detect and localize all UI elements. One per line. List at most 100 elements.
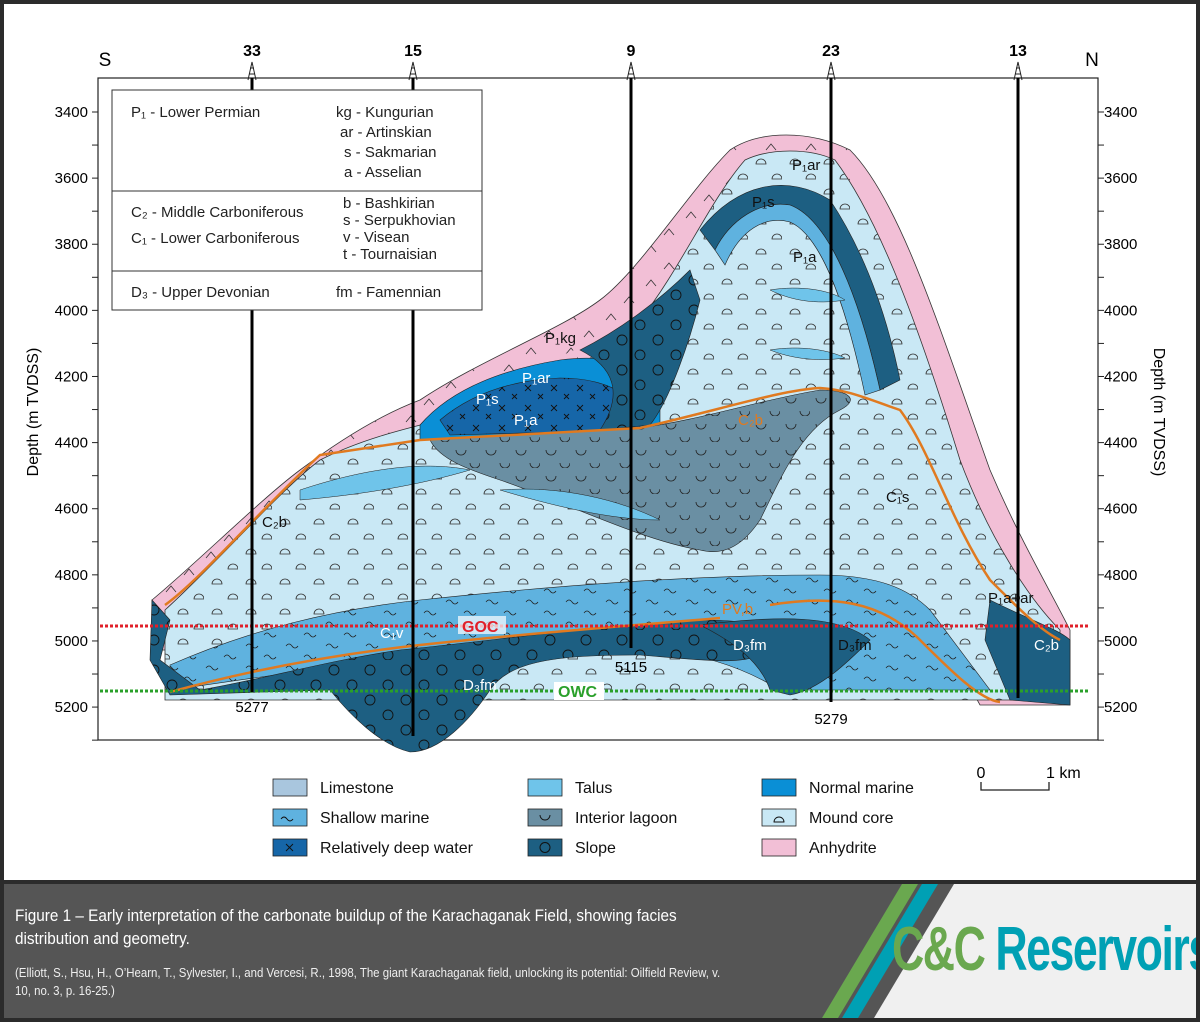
legend-label: Mound core <box>809 810 894 827</box>
cross-section: GOC OWC 33 5277 15 9 5115 23 5279 13 S N… <box>25 43 1167 857</box>
well-name: 23 <box>822 43 840 60</box>
tick-label-right: 4000 <box>1104 302 1137 319</box>
unit-label: P₁ar <box>522 370 550 387</box>
well-name: 15 <box>404 43 422 60</box>
talus-streak <box>769 287 846 303</box>
tick-label-left: 5000 <box>55 633 88 650</box>
plot-frame <box>97 77 1099 741</box>
company-logo: C&C Reservoirs <box>892 914 1196 985</box>
depth-axis: 3400 3400 3600 3600 3800 3800 4000 4000 4200 4200… <box>55 104 1137 741</box>
legend-swatch <box>272 808 308 827</box>
unit-label: D₃fm <box>463 677 497 694</box>
tick-label-left: 4800 <box>55 567 88 584</box>
legend-label: Anhydrite <box>809 840 877 857</box>
key-stage: t - Tournaisian <box>343 246 437 263</box>
derrick-icon <box>247 61 1023 81</box>
legend-swatch <box>527 838 563 857</box>
legend-item: Limestone <box>272 778 394 797</box>
key-stage: v - Visean <box>343 229 409 246</box>
well-td: 5277 <box>235 699 268 716</box>
tick-label-right: 4200 <box>1104 368 1137 385</box>
unit-label: C₂b <box>1034 637 1059 654</box>
caption-bar: Figure 1 – Early interpretation of the c… <box>4 884 1196 1018</box>
legend-item: Normal marine <box>761 778 914 797</box>
owc-label: OWC <box>558 684 598 701</box>
stratigraphy-key: P₁ - Lower Permian kg - Kungurian ar - A… <box>111 89 483 311</box>
tick-label-left: 3400 <box>55 104 88 121</box>
legend-label: Interior lagoon <box>575 810 677 827</box>
top-c2-contact <box>164 386 1061 642</box>
well-name: 33 <box>243 43 261 60</box>
figure-panel: GOC OWC 33 5277 15 9 5115 23 5279 13 S N… <box>4 4 1196 880</box>
slope-base-pattern <box>150 600 777 752</box>
tick-label-right: 4800 <box>1104 567 1137 584</box>
legend-item: Mound core <box>761 808 894 827</box>
logo-stripes <box>822 884 1196 1018</box>
logo-part-reservoirs: Reservoirs <box>984 915 1196 984</box>
key-stage: kg - Kungurian <box>336 104 434 121</box>
tick-label-right: 3800 <box>1104 236 1137 253</box>
shallow-marine-flank <box>714 203 881 396</box>
well-9[interactable]: 9 5115 <box>615 43 647 676</box>
caption-title: Figure 1 – Early interpretation of the c… <box>15 906 677 948</box>
legend-item: Anhydrite <box>761 838 877 857</box>
legend-label: Limestone <box>320 780 394 797</box>
key-system: D₃ - Upper Devonian <box>131 284 270 301</box>
legend-swatch <box>272 778 308 797</box>
compass-south: S <box>99 50 112 71</box>
well-23[interactable]: 23 5279 <box>814 43 847 728</box>
logo-part-cc: C&C <box>892 915 986 984</box>
key-stage: ar - Artinskian <box>340 124 432 141</box>
well-name: 9 <box>627 43 636 60</box>
legend-label: Slope <box>575 840 616 857</box>
lagoon-pattern <box>430 390 851 552</box>
legend-swatch <box>527 778 563 797</box>
tick-label-right: 4600 <box>1104 501 1137 518</box>
caption-reference: (Elliott, S., Hsu, H., O’Hearn, T., Sylv… <box>15 965 721 998</box>
scale-bar: 0 1 km <box>977 765 1081 791</box>
key-system: C₁ - Lower Carboniferous <box>131 230 299 247</box>
tick-label-left: 3600 <box>55 170 88 187</box>
slope-cap-pattern <box>580 270 700 430</box>
key-system: C₂ - Middle Carboniferous <box>131 204 304 221</box>
tick-label-left: 4600 <box>55 501 88 518</box>
unit-label: D₃fm <box>733 637 767 654</box>
unit-label: P₁a+ar <box>988 590 1034 607</box>
key-stage: fm - Famennian <box>336 284 441 301</box>
legend-label: Normal marine <box>809 780 914 797</box>
key-system: P₁ - Lower Permian <box>131 104 260 121</box>
tick-label-right: 3600 <box>1104 170 1137 187</box>
legend-item: Shallow marine <box>272 808 429 827</box>
facies-legend: Limestone Talus Normal marine Shallow marin… <box>272 778 914 857</box>
unit-label: P₁s <box>752 194 775 211</box>
well-td: 5279 <box>814 711 847 728</box>
unit-label: P₁ar <box>792 157 820 174</box>
tick-label-left: 3800 <box>55 236 88 253</box>
anhydrite-pattern <box>152 135 850 610</box>
unit-label: P₁kg <box>545 330 576 347</box>
legend-swatch <box>761 808 797 827</box>
legend-item: Talus <box>527 778 612 797</box>
tick-label-left: 4200 <box>55 368 88 385</box>
legend-item: Relatively deep water <box>272 838 474 857</box>
unit-label: C₁s <box>886 489 909 506</box>
well-td: 5115 <box>615 659 647 676</box>
tick-label-right: 5000 <box>1104 633 1137 650</box>
unit-label: C₂b <box>738 412 763 429</box>
compass-north: N <box>1085 50 1099 71</box>
talus-streak <box>769 347 846 360</box>
legend-swatch <box>527 808 563 827</box>
tick-label-left: 4000 <box>55 302 88 319</box>
unit-label: P₁s <box>476 391 499 408</box>
well-13[interactable]: 13 <box>1009 43 1027 698</box>
unit-label: P₁a <box>793 249 817 266</box>
tick-label-right: 4400 <box>1104 435 1137 452</box>
unit-label: D₃fm <box>838 637 872 654</box>
unit-label: C₂b <box>262 514 287 531</box>
left-axis-label: Depth (m TVDSS) <box>25 348 42 477</box>
unit-labels: P₁ar P₁s P₁a P₁kg P₁ar P₁s P₁a C₂b C₂b C… <box>262 157 1059 694</box>
goc-label: GOC <box>462 619 499 636</box>
talus-streak <box>499 488 661 521</box>
tick-label-right: 5200 <box>1104 699 1137 716</box>
